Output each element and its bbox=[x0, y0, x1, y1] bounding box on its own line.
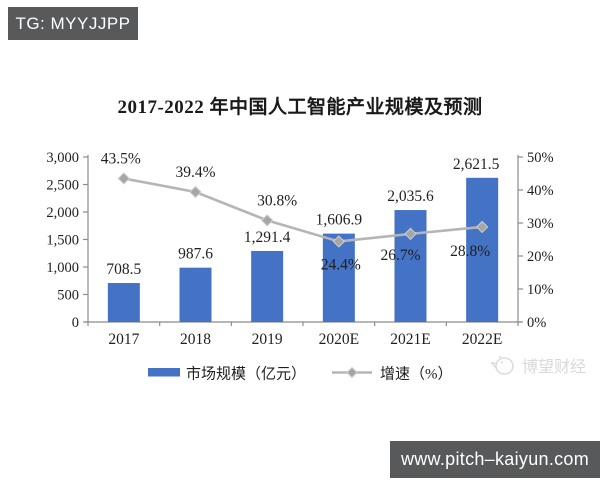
publisher-watermark: 博望财经 bbox=[490, 352, 586, 377]
combo-chart: 0 500 1,000 1,500 2,000 2,500 3,000 0% 10% 20% 30%… bbox=[46, 150, 554, 383]
line-marker bbox=[260, 214, 274, 227]
growth-value-label: 28.8% bbox=[450, 243, 490, 260]
left-axis-tick-label: 1,000 bbox=[46, 260, 79, 276]
growth-value-label: 39.4% bbox=[175, 164, 215, 181]
legend-label-bar: 市场规模（亿元） bbox=[186, 366, 306, 383]
legend-marker bbox=[346, 366, 358, 379]
growth-value-label: 30.8% bbox=[257, 192, 297, 209]
telegram-watermark-badge: TG: MYYJJPP bbox=[8, 7, 138, 40]
bar-value-label: 2,621.5 bbox=[453, 156, 500, 173]
line-marker bbox=[117, 172, 131, 185]
right-axis-tick-label: 40% bbox=[527, 183, 554, 199]
bar-value-label: 987.6 bbox=[178, 246, 213, 263]
line-marker bbox=[404, 227, 417, 241]
legend-label-line: 增速（%） bbox=[380, 366, 453, 383]
growth-line bbox=[123, 177, 483, 243]
x-tick-label: 2018 bbox=[180, 331, 211, 348]
bar-value-label: 708.5 bbox=[106, 261, 141, 278]
left-axis-tick-label: 3,000 bbox=[46, 150, 79, 166]
growth-value-label: 43.5% bbox=[101, 150, 141, 167]
right-axis-tick-label: 30% bbox=[527, 216, 554, 232]
bar-2019 bbox=[251, 250, 284, 322]
bar-2020E bbox=[322, 233, 355, 322]
bar-2021E bbox=[394, 210, 427, 322]
x-tick-label: 2020E bbox=[319, 331, 359, 348]
bar-2017 bbox=[107, 283, 140, 322]
chart-title: 2017-2022 年中国人工智能产业规模及预测 bbox=[117, 97, 483, 118]
bar-value-label: 1,291.4 bbox=[244, 229, 291, 246]
line-marker bbox=[475, 220, 489, 234]
left-axis-tick-label: 2,000 bbox=[46, 205, 79, 221]
publisher-watermark-text: 博望财经 bbox=[522, 358, 587, 376]
right-axis-tick-label: 0% bbox=[527, 315, 546, 331]
bar-2018 bbox=[179, 267, 212, 322]
left-axis-tick-label: 0 bbox=[72, 315, 79, 331]
bird-icon bbox=[490, 355, 514, 375]
x-tick-label: 2022E bbox=[462, 331, 502, 348]
source-url-banner: www.pitch–kaiyun.com bbox=[390, 441, 600, 478]
growth-value-label: 24.4% bbox=[321, 256, 361, 273]
x-tick-label: 2017 bbox=[108, 331, 139, 348]
bar-value-label: 1,606.9 bbox=[316, 212, 363, 229]
bar-value-label: 2,035.6 bbox=[387, 188, 434, 205]
growth-value-label: 26.7% bbox=[380, 247, 420, 264]
right-axis-tick-label: 10% bbox=[527, 282, 554, 298]
x-tick-label: 2021E bbox=[390, 331, 430, 348]
bar-2022E bbox=[466, 177, 499, 322]
line-marker bbox=[189, 185, 202, 199]
telegram-watermark-text: TG: MYYJJPP bbox=[15, 13, 131, 33]
left-axis-tick-label: 500 bbox=[57, 288, 79, 304]
legend-swatch-bar bbox=[148, 368, 180, 377]
left-axis-tick-label: 1,500 bbox=[46, 233, 79, 249]
line-marker bbox=[332, 235, 346, 248]
x-tick-label: 2019 bbox=[252, 331, 283, 348]
right-axis-tick-label: 20% bbox=[527, 249, 554, 265]
right-axis-tick-label: 50% bbox=[527, 150, 554, 166]
source-url-text: www.pitch–kaiyun.com bbox=[400, 449, 590, 469]
left-axis-tick-label: 2,500 bbox=[46, 178, 79, 194]
